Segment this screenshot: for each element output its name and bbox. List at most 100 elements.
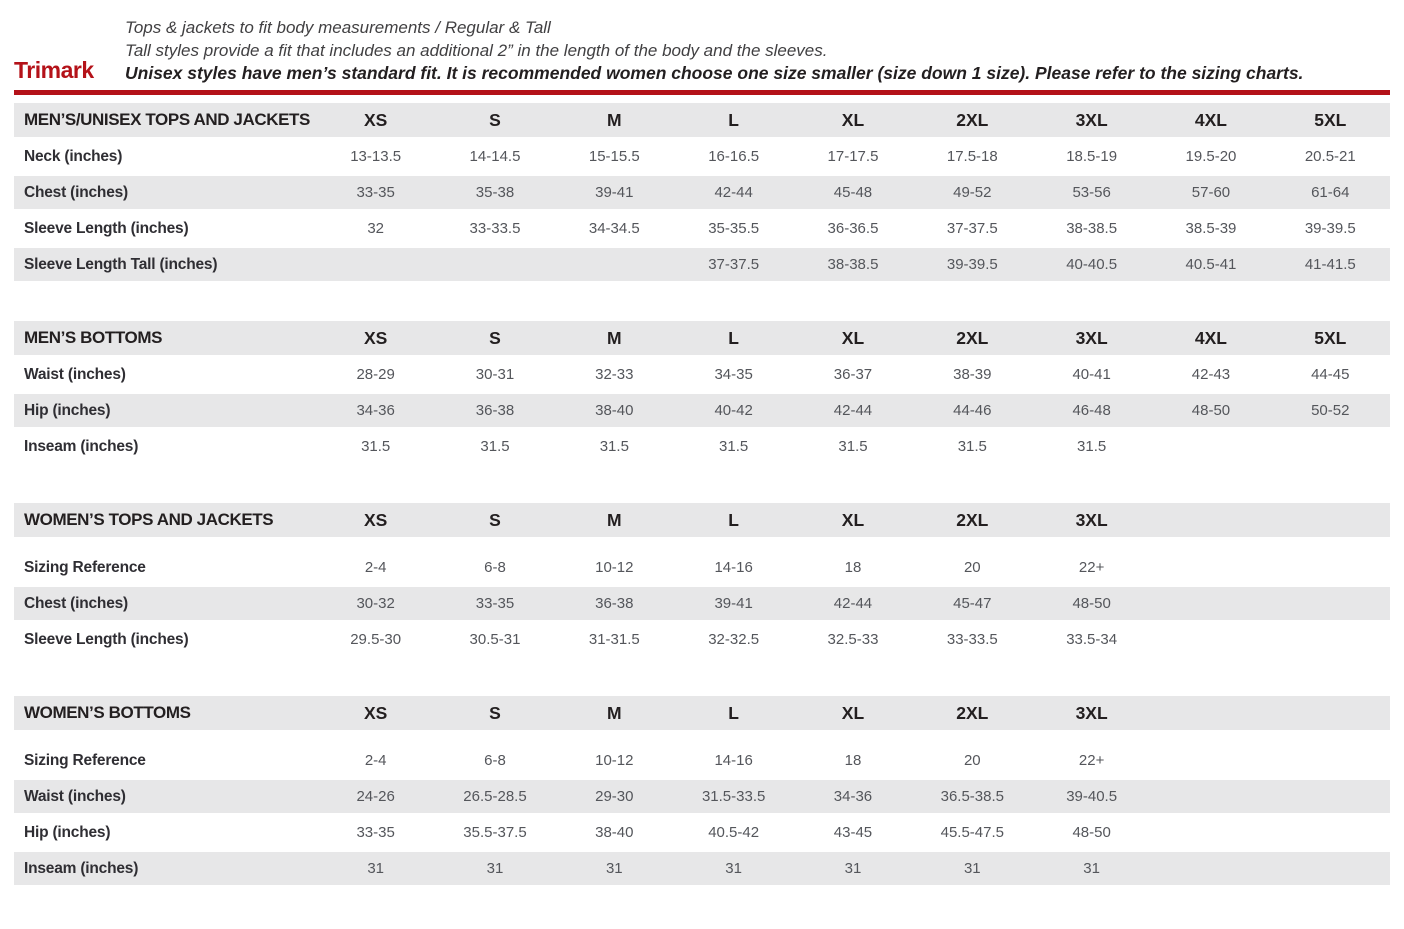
intro-line-1: Tops & jackets to fit body measurements … bbox=[125, 18, 551, 37]
row-label: Waist (inches) bbox=[24, 365, 126, 383]
cell-value: 53-56 bbox=[1072, 184, 1111, 201]
cell-value: 31.5 bbox=[361, 438, 391, 455]
cell-value: 30.5-31 bbox=[469, 631, 521, 648]
cell-value: 42-44 bbox=[833, 402, 873, 419]
cell-value: 33-33.5 bbox=[469, 220, 521, 237]
cell-value: 32.5-33 bbox=[827, 631, 879, 648]
table-title: MEN’S/UNISEX TOPS AND JACKETS bbox=[24, 110, 310, 129]
cell-value: 36-38 bbox=[595, 595, 634, 612]
cell-value: 46-48 bbox=[1072, 402, 1111, 419]
cell-value: 40-41 bbox=[1072, 366, 1111, 383]
cell-value: 31.5 bbox=[1077, 438, 1107, 455]
cell-value: 31.5 bbox=[480, 438, 510, 455]
cell-value: 42-44 bbox=[714, 184, 753, 201]
cell-value: 32-33 bbox=[595, 366, 634, 383]
size-table: MEN’S/UNISEX TOPS AND JACKETS XS S M L XL 2XL 3… bbox=[14, 103, 1390, 281]
cell-value: 33.5-34 bbox=[1066, 631, 1118, 648]
cell-value: 31.5 bbox=[838, 438, 868, 455]
table-row: Hip (inches) 33-35 35.5-37.5 38-40 40.5-42 43… bbox=[14, 816, 1390, 849]
table-title: WOMEN’S TOPS AND JACKETS bbox=[24, 510, 274, 529]
row-label: Inseam (inches) bbox=[24, 859, 139, 877]
cell-value: 40-42 bbox=[714, 402, 753, 419]
cell-value: 30-31 bbox=[475, 366, 515, 383]
column-header: 5XL bbox=[1314, 327, 1347, 348]
row-label: Sleeve Length Tall (inches) bbox=[24, 255, 218, 273]
cell-value: 36-38 bbox=[475, 402, 515, 419]
cell-value: 14-16 bbox=[714, 752, 753, 769]
column-header: S bbox=[489, 109, 501, 130]
cell-value: 43-45 bbox=[833, 824, 873, 841]
cell-value: 31 bbox=[1083, 860, 1100, 877]
cell-value: 16-16.5 bbox=[708, 148, 760, 165]
column-header: 5XL bbox=[1314, 109, 1347, 130]
table-row: Sleeve Length Tall (inches) 37-37.5 38-38.… bbox=[14, 248, 1390, 281]
column-header: XS bbox=[363, 109, 388, 130]
cell-value: 18 bbox=[844, 752, 862, 769]
table-row: Sleeve Length (inches) 29.5-30 30.5-31 31-3… bbox=[14, 623, 1390, 656]
cell-value: 41-41.5 bbox=[1304, 256, 1356, 273]
brand-logo: Trimark bbox=[14, 57, 94, 83]
cell-value: 10-12 bbox=[595, 752, 634, 769]
cell-value: 14-16 bbox=[714, 559, 753, 576]
table-row: Sleeve Length (inches) 32 33-33.5 34-34.5 35… bbox=[14, 212, 1390, 245]
cell-value: 39-40.5 bbox=[1066, 788, 1118, 805]
row-label: Sizing Reference bbox=[24, 558, 146, 576]
cell-value: 31.5 bbox=[957, 438, 987, 455]
cell-value: 31 bbox=[486, 860, 504, 877]
cell-value: 18.5-19 bbox=[1066, 148, 1118, 165]
cell-value: 45.5-47.5 bbox=[940, 824, 1004, 841]
cell-value: 39-41 bbox=[595, 184, 634, 201]
table-row: Chest (inches) 30-32 33-35 36-38 39-41 42-44 4… bbox=[14, 587, 1390, 620]
cell-value: 44-45 bbox=[1311, 366, 1350, 383]
cell-value: 31 bbox=[367, 860, 384, 877]
cell-value: 40.5-42 bbox=[708, 824, 760, 841]
column-header: 3XL bbox=[1075, 109, 1108, 130]
cell-value: 17-17.5 bbox=[827, 148, 879, 165]
cell-value: 28-29 bbox=[356, 366, 395, 383]
column-header: XS bbox=[363, 327, 388, 348]
cell-value: 29-30 bbox=[595, 788, 634, 805]
column-header: L bbox=[728, 109, 739, 130]
row-label: Sleeve Length (inches) bbox=[24, 219, 189, 237]
cell-value: 39-41 bbox=[714, 595, 753, 612]
cell-value: 48-50 bbox=[1191, 402, 1231, 419]
intro-text: Tops & jackets to fit body measurements … bbox=[125, 16, 1390, 85]
column-header: 2XL bbox=[956, 509, 989, 530]
cell-value: 31.5-33.5 bbox=[701, 788, 766, 805]
cell-value: 17.5-18 bbox=[946, 148, 998, 165]
table-row: Neck (inches) 13-13.5 14-14.5 15-15.5 16-16.… bbox=[14, 140, 1390, 173]
cell-value: 37-37.5 bbox=[946, 220, 998, 237]
cell-value: 29.5-30 bbox=[350, 631, 402, 648]
cell-value: 24-26 bbox=[356, 788, 395, 805]
cell-value: 20 bbox=[963, 752, 981, 769]
cell-value: 35.5-37.5 bbox=[463, 824, 527, 841]
column-header: S bbox=[489, 327, 501, 348]
cell-value: 26.5-28.5 bbox=[463, 788, 527, 805]
cell-value: 48-50 bbox=[1072, 595, 1111, 612]
cell-value: 45-47 bbox=[953, 595, 992, 612]
column-header: M bbox=[607, 702, 622, 723]
cell-value: 2-4 bbox=[364, 752, 387, 769]
cell-value: 37-37.5 bbox=[708, 256, 760, 273]
cell-value: 32 bbox=[367, 220, 384, 237]
cell-value: 34-34.5 bbox=[588, 220, 640, 237]
divider-rule bbox=[14, 90, 1390, 95]
table-row: Inseam (inches) 31.5 31.5 31.5 31.5 31.5 31.5 3… bbox=[14, 430, 1390, 463]
cell-value: 14-14.5 bbox=[469, 148, 521, 165]
table-header-row: WOMEN’S TOPS AND JACKETS XS S M L XL 2XL 3XL bbox=[14, 503, 1390, 537]
column-header: XL bbox=[841, 702, 865, 723]
column-header: 4XL bbox=[1194, 109, 1228, 130]
column-header: XS bbox=[363, 509, 388, 530]
cell-value: 31 bbox=[963, 860, 981, 877]
cell-value: 36-36.5 bbox=[827, 220, 879, 237]
column-header: S bbox=[489, 702, 501, 723]
cell-value: 2-4 bbox=[364, 559, 387, 576]
cell-value: 33-35 bbox=[475, 595, 515, 612]
cell-value: 38-38.5 bbox=[827, 256, 879, 273]
row-label: Hip (inches) bbox=[24, 823, 111, 841]
intro-line-2: Tall styles provide a fit that includes … bbox=[125, 41, 828, 60]
table-row: Inseam (inches) 31 31 31 31 31 31 31 bbox=[14, 852, 1390, 885]
table-row: Hip (inches) 34-36 36-38 38-40 40-42 42-44 44-… bbox=[14, 394, 1390, 427]
row-label: Chest (inches) bbox=[24, 183, 128, 201]
